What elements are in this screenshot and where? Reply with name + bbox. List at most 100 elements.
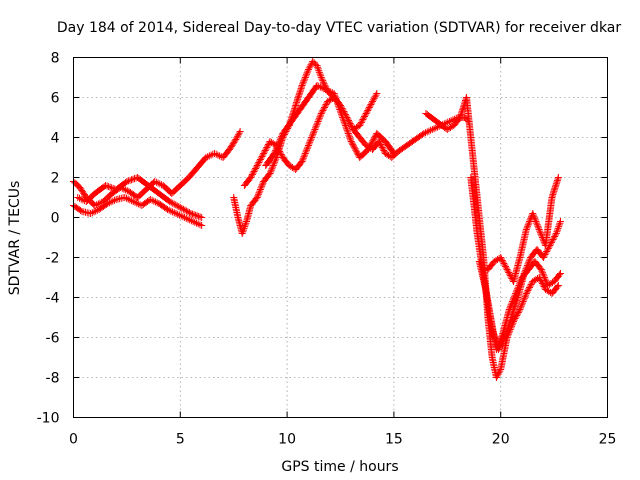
- y-tick-label: -2: [46, 251, 60, 267]
- interpolated-markers: [220, 147, 232, 160]
- data-point: [210, 150, 218, 157]
- data-point: [166, 198, 174, 205]
- interpolated-markers: [254, 179, 267, 200]
- data-point: [311, 126, 319, 133]
- interpolated-markers: [363, 99, 376, 116]
- interpolated-markers: [280, 119, 294, 136]
- data-point: [104, 200, 112, 207]
- series-track-2: [70, 194, 206, 229]
- y-tick-label: 8: [51, 51, 60, 67]
- x-axis-label: GPS time / hours: [281, 459, 398, 475]
- data-point: [270, 150, 278, 157]
- interpolated-markers: [339, 115, 355, 144]
- interpolated-markers: [146, 183, 162, 196]
- interpolated-markers: [530, 275, 541, 284]
- interpolated-markers: [230, 195, 242, 220]
- y-tick-label: 6: [51, 91, 60, 107]
- data-point: [522, 290, 530, 297]
- data-point: [317, 110, 325, 117]
- data-point: [503, 266, 511, 273]
- series-track-1: [70, 128, 244, 209]
- interpolated-markers: [485, 259, 497, 272]
- grid-lines: [73, 57, 608, 418]
- data-point: [520, 270, 528, 277]
- data-point: [347, 138, 355, 145]
- data-point: [522, 226, 530, 233]
- data-point: [253, 162, 261, 169]
- data-point: [313, 82, 321, 89]
- interpolated-markers: [77, 185, 89, 200]
- data-markers: [70, 58, 565, 381]
- data-point: [369, 98, 377, 105]
- data-point: [266, 170, 274, 177]
- data-point: [497, 254, 505, 261]
- interpolated-markers: [545, 279, 556, 288]
- interpolated-markers: [101, 191, 115, 204]
- data-point: [232, 136, 240, 143]
- interpolated-markers: [325, 95, 336, 104]
- interpolated-markers: [174, 210, 187, 221]
- interpolated-markers: [532, 259, 544, 272]
- interpolated-markers: [495, 335, 508, 352]
- interpolated-markers: [351, 123, 362, 132]
- x-tick-label: 20: [492, 432, 510, 448]
- interpolated-markers: [529, 211, 542, 232]
- data-point: [146, 196, 154, 203]
- interpolated-markers: [523, 279, 536, 296]
- data-point: [554, 174, 562, 181]
- data-point: [364, 146, 372, 153]
- interpolated-markers: [502, 315, 515, 340]
- data-point: [172, 210, 180, 217]
- x-tick-label: 10: [278, 432, 296, 448]
- data-point: [495, 346, 503, 353]
- interpolated-markers: [553, 219, 564, 236]
- interpolated-markers: [118, 184, 131, 195]
- interpolated-markers: [261, 171, 273, 184]
- interpolated-markers: [292, 83, 306, 108]
- interpolated-markers: [114, 179, 130, 192]
- interpolated-markers: [71, 203, 85, 214]
- series-track-9: [475, 218, 565, 353]
- data-point: [298, 82, 306, 89]
- y-tick-label: 2: [51, 171, 60, 187]
- interpolated-markers: [123, 194, 136, 205]
- interpolated-markers: [498, 255, 510, 272]
- interpolated-markers: [191, 218, 204, 229]
- interpolated-markers: [514, 271, 528, 300]
- interpolated-markers: [348, 139, 363, 160]
- interpolated-markers: [476, 259, 489, 292]
- y-axis-label: SDTVAR / TECUs: [7, 181, 23, 296]
- interpolated-markers: [463, 95, 475, 140]
- interpolated-markers: [323, 86, 336, 97]
- data-point: [529, 210, 537, 217]
- interpolated-markers: [88, 206, 101, 217]
- interpolated-markers: [547, 231, 559, 248]
- data-point: [202, 154, 210, 161]
- series-track-10: [484, 174, 562, 285]
- interpolated-markers: [71, 179, 83, 190]
- interpolated-markers: [512, 275, 525, 296]
- interpolated-markers: [383, 151, 394, 160]
- interpolated-markers: [492, 255, 503, 264]
- data-point: [552, 230, 560, 237]
- interpolated-markers: [445, 123, 456, 132]
- interpolated-markers: [267, 155, 280, 176]
- interpolated-markers: [288, 107, 303, 124]
- data-point: [317, 74, 325, 81]
- data-point: [557, 218, 565, 225]
- plot-frame: [73, 57, 608, 418]
- interpolated-markers: [233, 129, 243, 142]
- interpolated-markers: [263, 151, 277, 168]
- interpolated-markers: [538, 267, 551, 288]
- data-point: [123, 178, 131, 185]
- interpolated-markers: [318, 99, 331, 116]
- data-point: [322, 86, 330, 93]
- data-point: [236, 128, 244, 135]
- interpolated-markers: [508, 295, 521, 320]
- interpolated-markers: [396, 143, 409, 154]
- interpolated-markers: [506, 291, 519, 312]
- interpolated-markers: [331, 91, 346, 120]
- interpolated-markers: [365, 131, 380, 152]
- interpolated-markers: [305, 127, 318, 148]
- interpolated-markers: [521, 255, 534, 276]
